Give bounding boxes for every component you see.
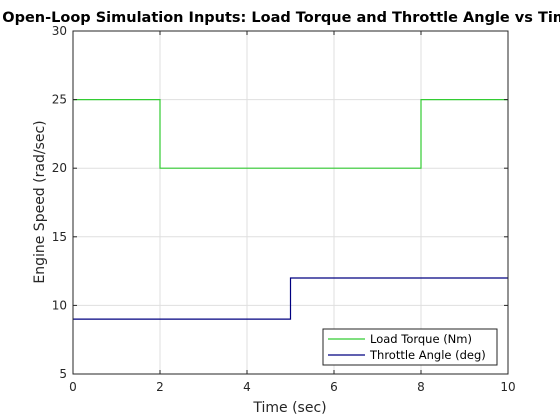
x-tick-label: 10 bbox=[500, 380, 515, 394]
y-axis-label: Engine Speed (rad/sec) bbox=[32, 120, 48, 283]
y-tick-label: 5 bbox=[59, 367, 67, 381]
y-tick-label: 25 bbox=[52, 93, 67, 107]
y-tick-label: 10 bbox=[52, 298, 67, 312]
legend: Load Torque (Nm) Throttle Angle (deg) bbox=[322, 328, 498, 366]
y-tick-label: 30 bbox=[52, 24, 67, 38]
x-tick-label: 2 bbox=[156, 380, 164, 394]
series-line-load-torque-nm bbox=[73, 98, 508, 169]
series-line-throttle-angle-deg bbox=[73, 277, 508, 320]
plot-area bbox=[73, 31, 508, 374]
x-tick-label: 0 bbox=[69, 380, 77, 394]
series-layer bbox=[73, 98, 508, 320]
y-tick-label: 15 bbox=[52, 230, 67, 244]
axes-box bbox=[72, 30, 509, 375]
legend-label-throttle-angle-deg: Throttle Angle (deg) bbox=[369, 348, 486, 362]
x-tick-label: 6 bbox=[330, 380, 338, 394]
legend-box bbox=[322, 328, 498, 366]
x-axis-label: Time (sec) bbox=[252, 400, 326, 416]
ticks: 0 2 4 6 8 10 5 10 15 20 25 30 bbox=[52, 24, 516, 394]
x-tick-label: 4 bbox=[243, 380, 251, 394]
y-tick-label: 20 bbox=[52, 161, 67, 175]
chart-title: Open-Loop Simulation Inputs: Load Torque… bbox=[2, 10, 560, 26]
x-tick-label: 8 bbox=[417, 380, 425, 394]
legend-label-load-torque-nm: Load Torque (Nm) bbox=[370, 332, 472, 346]
